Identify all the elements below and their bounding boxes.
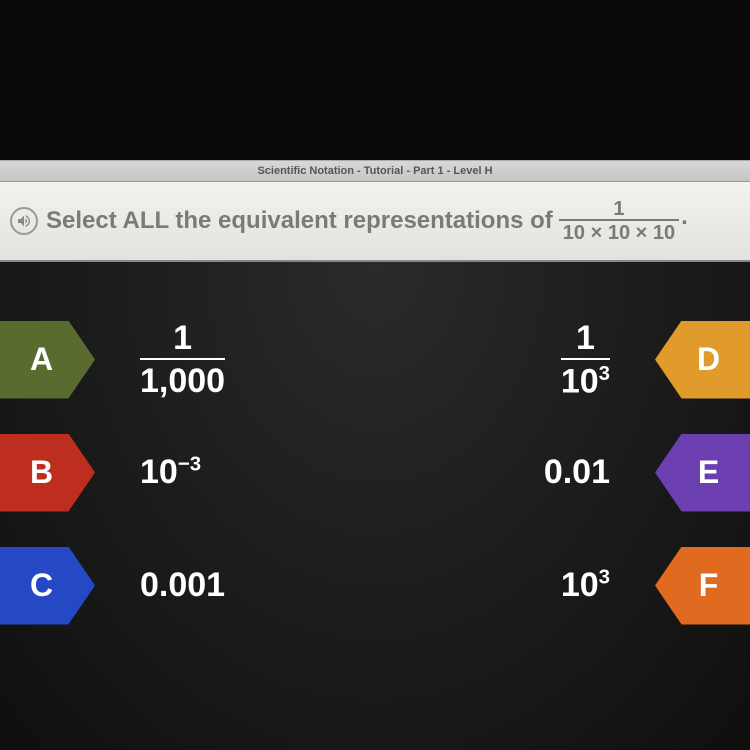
row-3: C 0.001 103 F [0, 538, 750, 633]
option-d-den: 103 [561, 358, 610, 398]
title-bar: Scientific Notation - Tutorial - Part 1 … [0, 160, 750, 182]
option-label-d: D [697, 341, 720, 378]
content-area: A 1 1,000 1 103 D B 10−3 0.01 [0, 262, 750, 750]
title-text: Scientific Notation - Tutorial - Part 1 … [257, 165, 492, 177]
option-label-b: B [30, 454, 53, 491]
option-a-den: 1,000 [140, 358, 225, 398]
option-answer-d: 1 103 [460, 321, 610, 398]
question-text: Select ALL the equivalent representation… [46, 199, 688, 243]
option-tag-f[interactable]: F [655, 547, 750, 625]
row-2: B 10−3 0.01 E [0, 425, 750, 520]
option-answer-c: 0.001 [140, 566, 290, 605]
option-tag-b[interactable]: B [0, 434, 95, 512]
option-answer-b: 10−3 [140, 453, 290, 492]
option-label-c: C [30, 567, 53, 604]
option-label-f: F [699, 567, 719, 604]
option-answer-a: 1 1,000 [140, 321, 290, 398]
option-answer-f: 103 [460, 566, 610, 605]
option-label-e: E [698, 454, 719, 491]
option-label-a: A [30, 341, 53, 378]
option-a-num: 1 [173, 321, 192, 358]
question-fraction-den: 10 × 10 × 10 [559, 219, 679, 243]
question-prefix: Select ALL the equivalent representation… [46, 207, 553, 235]
question-fraction: 1 10 × 10 × 10 [559, 199, 679, 243]
question-period: . [681, 203, 688, 231]
option-d-num: 1 [576, 321, 595, 358]
option-tag-d[interactable]: D [655, 321, 750, 399]
row-1: A 1 1,000 1 103 D [0, 312, 750, 407]
option-tag-c[interactable]: C [0, 547, 95, 625]
option-answer-e: 0.01 [460, 453, 610, 492]
question-fraction-num: 1 [613, 199, 624, 219]
top-black-area [0, 0, 750, 160]
option-tag-e[interactable]: E [655, 434, 750, 512]
audio-icon[interactable] [10, 207, 38, 235]
question-bar: Select ALL the equivalent representation… [0, 182, 750, 262]
option-tag-a[interactable]: A [0, 321, 95, 399]
